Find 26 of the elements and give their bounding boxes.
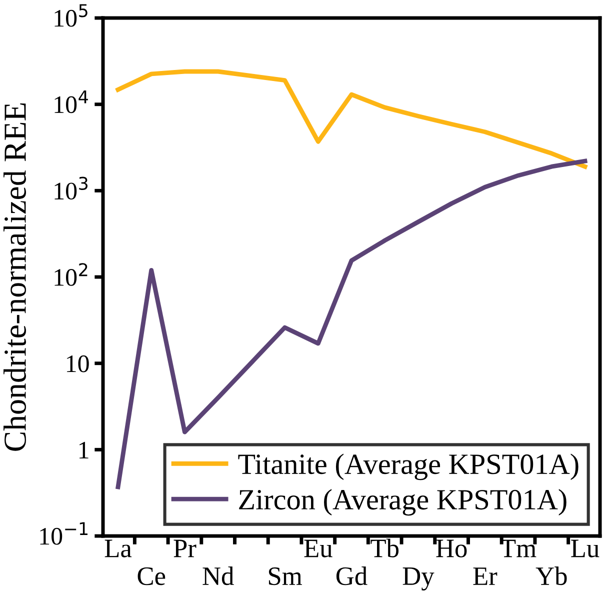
x-tick-label: Pr — [174, 540, 196, 558]
y-tick-label: 10$^{3}$ — [54, 176, 88, 200]
y-tick-label: 10 — [67, 355, 89, 372]
y-tick-label: 1 — [80, 442, 88, 458]
line-series — [116, 158, 588, 490]
y-tick-label: 10$^{4}$ — [54, 90, 88, 114]
y-tick-label: 10$^{−1}$ — [40, 522, 88, 545]
y-tick-label: 10$^{5}$ — [54, 4, 88, 27]
legend-label: Zircon (Average KPST01A) — [239, 489, 566, 516]
x-tick-label: Ce — [138, 567, 166, 586]
x-tick-label: Nd — [202, 566, 234, 586]
y-tick-label: 10$^{2}$ — [54, 263, 88, 286]
x-tick-label: Ho — [436, 540, 467, 558]
x-tick-label: Yb — [536, 566, 567, 586]
x-tick-label: Gd — [336, 566, 368, 586]
x-tick-label: Er — [473, 568, 498, 585]
x-tick-label: Tm — [500, 540, 536, 558]
x-tick-label: Eu — [304, 540, 332, 558]
x-tick-label: Tb — [370, 538, 399, 558]
y-axis-title: Chondrite-normalized REE — [4, 103, 26, 451]
x-tick-label: Dy — [402, 568, 434, 590]
x-tick-label: Sm — [268, 567, 302, 586]
legend-label: Titanite (Average KPST01A) — [238, 454, 578, 480]
x-tick-label: La — [104, 540, 132, 558]
line-series — [116, 69, 588, 169]
x-tick-label: Lu — [571, 540, 600, 558]
